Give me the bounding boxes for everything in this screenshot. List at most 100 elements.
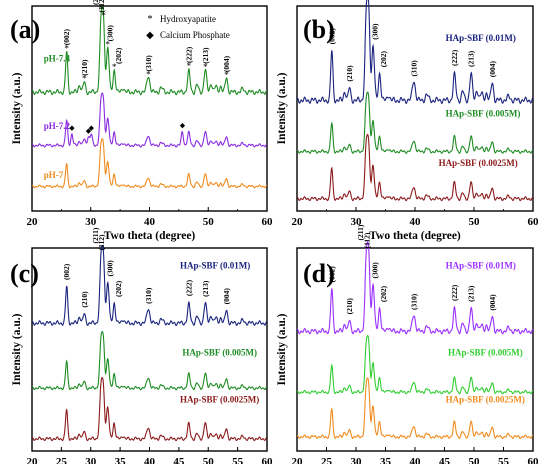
x-tick-label: 35 — [115, 456, 127, 464]
peak-label: (300) — [371, 262, 380, 279]
peak-label: (112) — [97, 0, 106, 13]
series-label-3: HAp-SBF (0.0025M) — [180, 394, 259, 404]
peak-label: (112) — [362, 232, 371, 248]
hydroxyapatite-star-marker: * — [112, 62, 117, 72]
calcium-phosphate-diamond-marker: ◆ — [180, 122, 186, 130]
hydroxyapatite-star-marker: * — [224, 70, 229, 80]
panel-label: (a) — [10, 15, 40, 44]
x-tick-label: 60 — [528, 216, 540, 228]
series-line-1 — [31, 5, 268, 96]
x-tick-label: 55 — [232, 456, 244, 464]
hydroxyapatite-star-marker: * — [187, 61, 192, 71]
peak-label: (211) — [91, 227, 100, 243]
x-tick-label: 50 — [203, 456, 215, 464]
series-label-3: pH-7 — [44, 170, 64, 180]
x-tick-label: 40 — [144, 456, 156, 464]
x-axis-label: Two theta (degree) — [104, 230, 196, 242]
series-line-2 — [31, 92, 268, 148]
peak-label: (002) — [327, 28, 336, 45]
x-tick-label: 45 — [439, 456, 451, 464]
y-axis-label: Intensity (a.u.) — [11, 313, 23, 385]
series-line-1 — [296, 241, 534, 335]
peak-label: (310) — [144, 55, 153, 72]
peak-label: (210) — [80, 59, 89, 76]
legend-symbol: * — [148, 14, 153, 25]
x-tick-label: 60 — [262, 216, 274, 228]
peak-label: (211) — [356, 224, 365, 240]
peak-label: (300) — [105, 260, 114, 277]
series-label-3: HAp-SBF (0.0025M) — [439, 158, 518, 168]
panel-label: (b) — [303, 15, 335, 44]
panel-a: 20 30 40 50 60 Two theta (degree) Intensity (a… — [10, 0, 273, 242]
hydroxyapatite-star-marker: * — [82, 74, 87, 84]
series-line-3 — [296, 377, 534, 440]
hydroxyapatite-star-marker: * — [146, 70, 151, 80]
peak-label: (310) — [409, 293, 418, 310]
series-line-3 — [296, 133, 534, 202]
x-tick-label: 50 — [469, 456, 481, 464]
series-line-2 — [297, 335, 534, 395]
peak-label: (004) — [222, 288, 231, 305]
series-line-1 — [296, 0, 534, 105]
hydroxyapatite-star-marker: * — [101, 11, 106, 21]
peak-label: (310) — [144, 287, 153, 304]
peak-label: (213) — [201, 47, 210, 64]
series-label-3: HAp-SBF (0.0025M) — [446, 394, 525, 404]
x-tick-label: 60 — [262, 456, 274, 464]
x-tick-label: 40 — [410, 216, 422, 228]
peak-label: (222) — [450, 284, 459, 301]
x-tick-label: 30 — [351, 216, 363, 228]
x-tick-label: 50 — [469, 216, 481, 228]
x-tick-label: 30 — [85, 216, 97, 228]
series-label-2: HAp-SBF (0.005M) — [448, 348, 523, 358]
peak-label: (202) — [114, 47, 123, 64]
hydroxyapatite-star-marker: * — [106, 39, 111, 49]
peak-label: (202) — [114, 280, 123, 297]
hydroxyapatite-star-marker: * — [99, 3, 104, 13]
calcium-phosphate-diamond-marker: ◆ — [86, 127, 92, 135]
peak-label: (210) — [345, 298, 354, 315]
peak-label: (213) — [467, 50, 476, 67]
series-line-1 — [31, 244, 268, 327]
series-label-1: HAp-SBF (0.01M) — [180, 260, 250, 270]
x-tick-label: 45 — [173, 456, 185, 464]
peak-label: (300) — [105, 25, 114, 42]
panel-label: (d) — [303, 259, 335, 288]
legend-symbol: ◆ — [146, 30, 154, 41]
peak-label: (300) — [371, 23, 380, 40]
x-tick-label: 50 — [203, 216, 215, 228]
legend-label: Calcium Phosphate — [160, 30, 230, 40]
peak-label: (002) — [62, 263, 71, 280]
calcium-phosphate-diamond-marker: ◆ — [89, 124, 95, 132]
peak-label: (112) — [97, 234, 106, 250]
peak-label: (004) — [222, 55, 231, 72]
series-label-1: HAp-SBF (0.01M) — [446, 260, 516, 270]
x-tick-label: 20 — [27, 216, 39, 228]
peak-label: (222) — [184, 46, 193, 63]
x-tick-label: 30 — [85, 456, 97, 464]
peak-label: (002) — [62, 29, 71, 46]
x-tick-label: 25 — [321, 456, 333, 464]
peak-label: (213) — [467, 285, 476, 302]
series-label-2: pH-7.2 — [44, 121, 71, 131]
peak-label: (211) — [91, 0, 100, 5]
peak-label: (222) — [450, 49, 459, 66]
y-axis-label: Intensity (a.u.) — [276, 72, 288, 144]
y-axis-label: Intensity (a.u.) — [276, 313, 288, 385]
series-line-2 — [296, 91, 534, 154]
peak-label: (202) — [379, 50, 388, 67]
y-axis-label: Intensity (a.u.) — [11, 72, 23, 144]
peak-label: (004) — [488, 60, 497, 77]
x-tick-label: 20 — [292, 456, 304, 464]
panel-label: (c) — [10, 259, 39, 288]
x-tick-label: 30 — [351, 456, 363, 464]
panel-b: 20 30 40 50 60 Two theta (degree) Intensity (a… — [276, 0, 539, 242]
series-line-3 — [31, 376, 268, 442]
panel-c: 20 25 30 35 40 45 50 55 60 Two theta (degree) Inte… — [10, 227, 273, 464]
hydroxyapatite-star-marker: * — [203, 62, 208, 72]
peak-label: (213) — [201, 280, 210, 297]
panel-d: 20 25 30 35 40 45 50 55 60 Two theta (degree) Inte… — [276, 224, 539, 464]
peak-label: (222) — [184, 279, 193, 296]
legend-label: Hydroxyapatite — [160, 14, 216, 24]
